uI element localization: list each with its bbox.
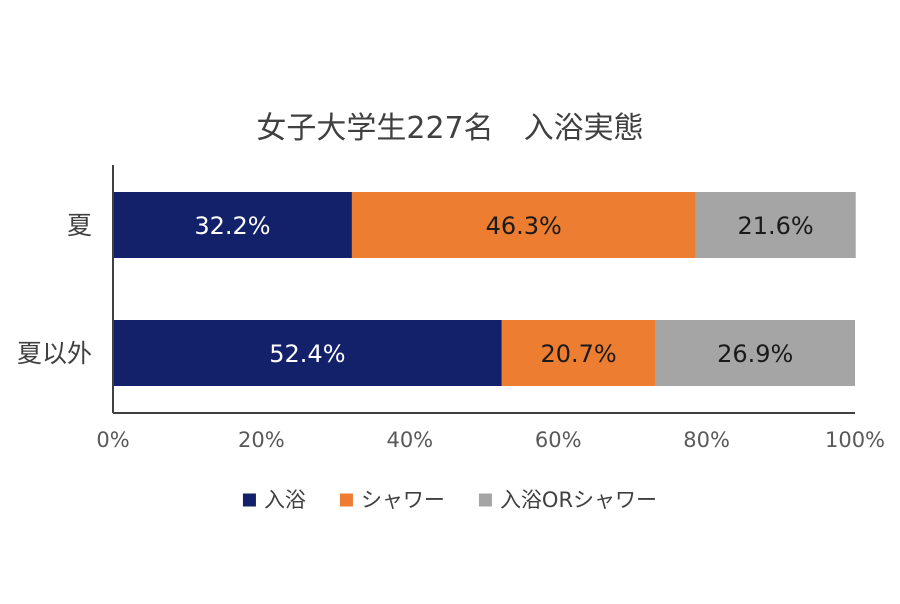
data-label-1-0: 46.3% <box>486 212 562 240</box>
x-axis-ticks: 0% 20% 40% 60% 80% 100% <box>96 428 885 452</box>
data-label-1-1: 20.7% <box>540 340 616 368</box>
legend-label-2: 入浴ORシャワー <box>500 488 657 512</box>
bar-0-0 <box>113 192 352 258</box>
bar-1-1 <box>501 320 656 386</box>
legend-swatch-1 <box>339 493 353 507</box>
x-tick-label-2: 40% <box>386 428 433 452</box>
bar-2-1 <box>655 320 855 386</box>
bar-2-0 <box>695 192 856 258</box>
legend-label-0: 入浴 <box>264 488 306 512</box>
legend-swatch-0 <box>242 493 256 507</box>
category-label-1: 夏以外 <box>17 339 92 368</box>
x-tick-label-0: 0% <box>96 428 129 452</box>
bars-layer: 32.2% 46.3% 21.6% 52.4% 20.7% 26.9% <box>113 192 856 386</box>
data-label-2-0: 21.6% <box>737 212 813 240</box>
data-label-0-0: 32.2% <box>194 212 270 240</box>
x-tick-label-3: 60% <box>535 428 582 452</box>
category-label-0: 夏 <box>67 211 92 240</box>
legend: 入浴 シャワー 入浴ORシャワー <box>242 488 657 512</box>
bar-1-0 <box>351 192 696 258</box>
x-tick-label-4: 80% <box>683 428 730 452</box>
data-label-0-1: 52.4% <box>269 340 345 368</box>
x-tick-label-5: 100% <box>825 428 885 452</box>
legend-swatch-2 <box>478 493 492 507</box>
legend-label-1: シャワー <box>361 488 445 512</box>
chart-title: 女子大学生227名 入浴実態 <box>256 111 643 146</box>
data-label-2-1: 26.9% <box>717 340 793 368</box>
x-tick-label-1: 20% <box>238 428 285 452</box>
bar-0-1 <box>113 320 502 386</box>
